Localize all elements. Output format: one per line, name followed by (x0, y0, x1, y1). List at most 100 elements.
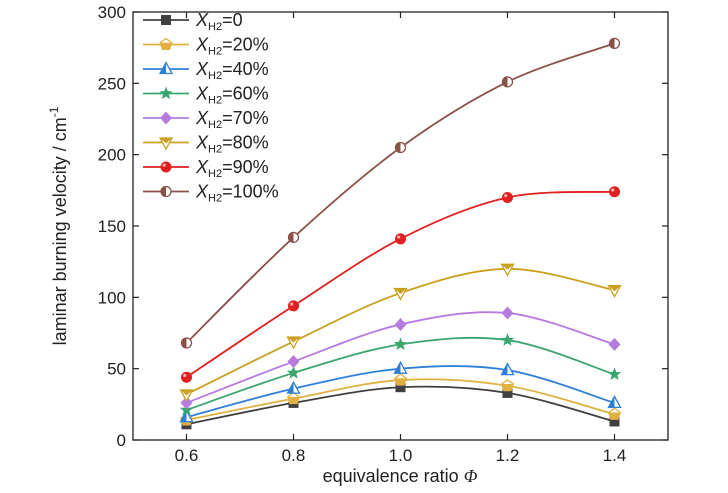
legend-label-main: X (195, 35, 209, 55)
y-axis-unit-exponent: -1 (47, 106, 61, 117)
y-axis-title: laminar burning velocity / cm-1 (47, 106, 70, 345)
legend-label-sub: H2 (208, 21, 222, 33)
data-point (500, 333, 515, 346)
x-tick-label: 1.4 (603, 446, 627, 465)
legend-label-main: X (195, 59, 209, 79)
legend-label-sub: H2 (208, 70, 222, 82)
legend-item: XH2=90% (143, 157, 269, 180)
legend-label-sub: H2 (208, 168, 222, 180)
series-line (186, 385, 615, 426)
data-point (288, 300, 299, 312)
data-point (394, 317, 407, 331)
y-axis-label: laminar burning velocity / cm (50, 117, 70, 345)
y-tick-label: 100 (98, 288, 126, 307)
legend-item: XH2=20% (143, 35, 269, 58)
data-point (180, 396, 193, 410)
data-point (608, 407, 621, 420)
legend-item: XH2=60% (143, 84, 269, 107)
x-axis: 0.6 0.8 1.0 1.2 1.4 (175, 12, 627, 465)
data-point (607, 395, 622, 409)
y-tick-label: 50 (107, 360, 126, 379)
legend-label-value: =60% (222, 84, 269, 104)
legend-marker (159, 37, 173, 51)
data-point (608, 337, 621, 351)
y-tick-label: 200 (98, 146, 126, 165)
legend-item: XH2=70% (143, 108, 269, 131)
legend-marker (159, 86, 173, 100)
x-axis-label: equivalence ratio (323, 466, 459, 486)
x-axis-symbol: Φ (464, 466, 478, 486)
y-tick-label: 250 (98, 74, 126, 93)
legend-marker (158, 61, 174, 75)
data-point (393, 337, 408, 351)
data-point (607, 285, 622, 299)
data-point (502, 387, 513, 398)
legend-label-main: X (195, 10, 209, 30)
x-tick-label: 1.2 (496, 446, 520, 465)
x-axis-title: equivalence ratio Φ (323, 466, 478, 486)
data-point (286, 336, 301, 350)
y-tick-label: 300 (98, 3, 126, 22)
legend-label-value: =90% (222, 157, 269, 177)
data-point (287, 355, 300, 369)
x-tick-label: 0.6 (175, 446, 199, 465)
data-point (395, 382, 406, 393)
data-point (179, 409, 194, 423)
data-point (286, 380, 301, 394)
data-point (393, 287, 408, 301)
legend-item: XH2=0 (143, 10, 243, 33)
data-point (181, 371, 192, 383)
legend-label: XH2=90% (195, 157, 269, 180)
legend-label-value: =80% (222, 133, 269, 153)
data-point (394, 373, 407, 386)
legend-label-sub: H2 (208, 46, 222, 58)
data-point (394, 141, 407, 154)
legend-label-main: X (195, 133, 209, 153)
legend-item: XH2=80% (143, 133, 269, 156)
data-point (501, 378, 514, 392)
legend-marker (160, 185, 172, 198)
data-point (395, 233, 406, 245)
data-point (501, 306, 514, 320)
legend-label-value: =70% (222, 108, 269, 128)
legend-label: XH2=40% (195, 59, 269, 82)
legend-label-value: =40% (222, 59, 269, 79)
y-axis: 0 50 100 150 200 250 300 (98, 3, 668, 450)
data-point (609, 186, 620, 198)
legend-label-sub: H2 (208, 119, 222, 131)
data-point (393, 360, 408, 374)
legend-label-sub: H2 (208, 193, 222, 205)
data-point (609, 416, 620, 427)
data-point (500, 263, 515, 277)
legend-label: XH2=60% (195, 84, 269, 107)
legend-label: XH2=70% (195, 108, 269, 131)
legend-item: XH2=100% (143, 182, 279, 205)
legend-label-main: X (195, 84, 209, 104)
legend-label-sub: H2 (208, 144, 222, 156)
series-line (186, 190, 615, 378)
legend-label-main: X (195, 182, 209, 202)
x-tick-label: 1.0 (389, 446, 413, 465)
data-point (501, 76, 514, 88)
legend-label: XH2=80% (195, 133, 269, 156)
legend-label-main: X (195, 157, 209, 177)
legend-label-value: =100% (222, 182, 279, 202)
legend-label: XH2=100% (195, 182, 279, 205)
legend-label-value: =0 (222, 10, 243, 30)
x-tick-label: 0.8 (282, 446, 306, 465)
data-point (287, 391, 300, 405)
legend-label-sub: H2 (208, 95, 222, 107)
legend-label-main: X (195, 108, 209, 128)
data-point (608, 37, 621, 50)
data-point (500, 362, 515, 376)
legend-marker (161, 15, 171, 25)
legend-marker (158, 137, 174, 151)
y-tick-label: 150 (98, 217, 126, 236)
data-point (180, 337, 193, 349)
legend-marker (160, 111, 172, 125)
legend-label: XH2=0 (195, 10, 243, 33)
data-point (287, 231, 300, 244)
data-point (502, 191, 513, 203)
data-point (607, 367, 622, 381)
legend-label: XH2=20% (195, 35, 269, 58)
